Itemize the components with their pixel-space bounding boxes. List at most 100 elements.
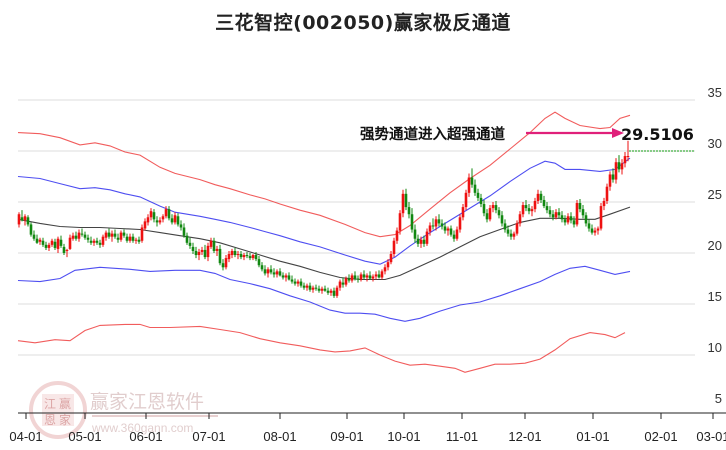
candle — [563, 219, 567, 223]
candle — [539, 193, 543, 200]
candle — [542, 199, 546, 207]
candle — [554, 212, 558, 218]
candle — [398, 213, 402, 231]
candle — [53, 241, 57, 248]
candle — [530, 209, 534, 212]
candle — [440, 223, 444, 227]
candle — [602, 200, 606, 207]
candle — [422, 239, 426, 244]
candle — [587, 223, 591, 229]
candle — [392, 240, 396, 255]
candle — [299, 281, 303, 286]
candle — [425, 231, 429, 244]
candle — [473, 184, 477, 193]
candle — [584, 215, 588, 224]
candle — [521, 205, 525, 215]
candle — [605, 186, 609, 201]
candle — [410, 214, 414, 230]
candle — [368, 275, 372, 279]
lower-outer-band-line — [17, 323, 626, 373]
candle — [332, 290, 336, 296]
candle — [626, 155, 630, 157]
candle — [371, 276, 375, 279]
candle — [512, 233, 516, 237]
watermark-brand: 赢家江恩软件 — [90, 391, 204, 413]
candle — [146, 217, 150, 223]
watermark-seal-icon — [29, 381, 87, 439]
candle — [128, 236, 132, 241]
candle — [221, 263, 225, 268]
candle — [65, 249, 69, 251]
candle — [611, 174, 615, 180]
candle — [476, 192, 480, 198]
candle — [308, 285, 312, 290]
y-axis-ticks: 5 10 15 20 25 30 35 — [708, 85, 722, 406]
candle — [347, 278, 351, 281]
x-tick-label: 11-01 — [446, 429, 478, 444]
candle — [116, 237, 120, 240]
candle — [89, 240, 93, 243]
candle — [98, 242, 102, 245]
candle — [140, 227, 144, 241]
candle — [446, 228, 450, 231]
x-tick-label: 09-01 — [330, 429, 363, 444]
candle — [608, 174, 612, 187]
y-tick-label: 25 — [708, 187, 722, 202]
candle — [527, 208, 531, 212]
svg-text:恩: 恩 — [44, 413, 56, 427]
x-tick-label: 06-01 — [129, 429, 162, 444]
candle — [518, 214, 522, 224]
candle — [182, 227, 186, 236]
candle — [353, 275, 357, 279]
candle — [407, 207, 411, 215]
candle — [590, 228, 594, 233]
candle — [17, 214, 21, 225]
candle — [377, 274, 381, 278]
candle — [158, 220, 162, 223]
mid-line-line — [17, 206, 631, 281]
last-price-label: 29.5106 — [621, 125, 694, 144]
candle — [566, 216, 570, 223]
candle — [206, 245, 210, 258]
candle — [200, 249, 204, 252]
candle — [551, 214, 555, 218]
candle — [431, 225, 435, 227]
candle — [29, 224, 33, 235]
candle — [80, 233, 84, 235]
candle — [383, 267, 387, 272]
candle — [314, 287, 318, 289]
candle — [254, 255, 258, 260]
candle — [452, 234, 456, 239]
channel-bands — [17, 111, 631, 373]
candle — [179, 224, 183, 228]
candle — [560, 215, 564, 220]
candle — [71, 235, 75, 239]
candle — [209, 240, 213, 247]
candle — [467, 177, 471, 193]
candle — [113, 233, 117, 237]
candle — [176, 216, 180, 225]
candle — [263, 269, 267, 274]
candle — [443, 226, 447, 231]
candle — [233, 250, 237, 256]
candle — [110, 233, 114, 237]
candle — [578, 203, 582, 210]
candle — [479, 197, 483, 205]
candle — [569, 216, 573, 221]
annotation: 强势通道进入超强通道 29.5106 — [360, 125, 695, 152]
candle — [350, 275, 354, 281]
candle — [620, 163, 624, 170]
candle — [143, 221, 147, 229]
candle — [281, 275, 285, 278]
candle — [341, 282, 345, 285]
candle — [509, 233, 513, 237]
candle — [149, 211, 153, 218]
candle — [623, 156, 627, 164]
candle — [197, 251, 201, 256]
candle — [35, 238, 39, 243]
candle — [404, 193, 408, 208]
candle — [131, 236, 135, 241]
candle — [44, 244, 48, 248]
y-tick-label: 15 — [708, 289, 722, 304]
